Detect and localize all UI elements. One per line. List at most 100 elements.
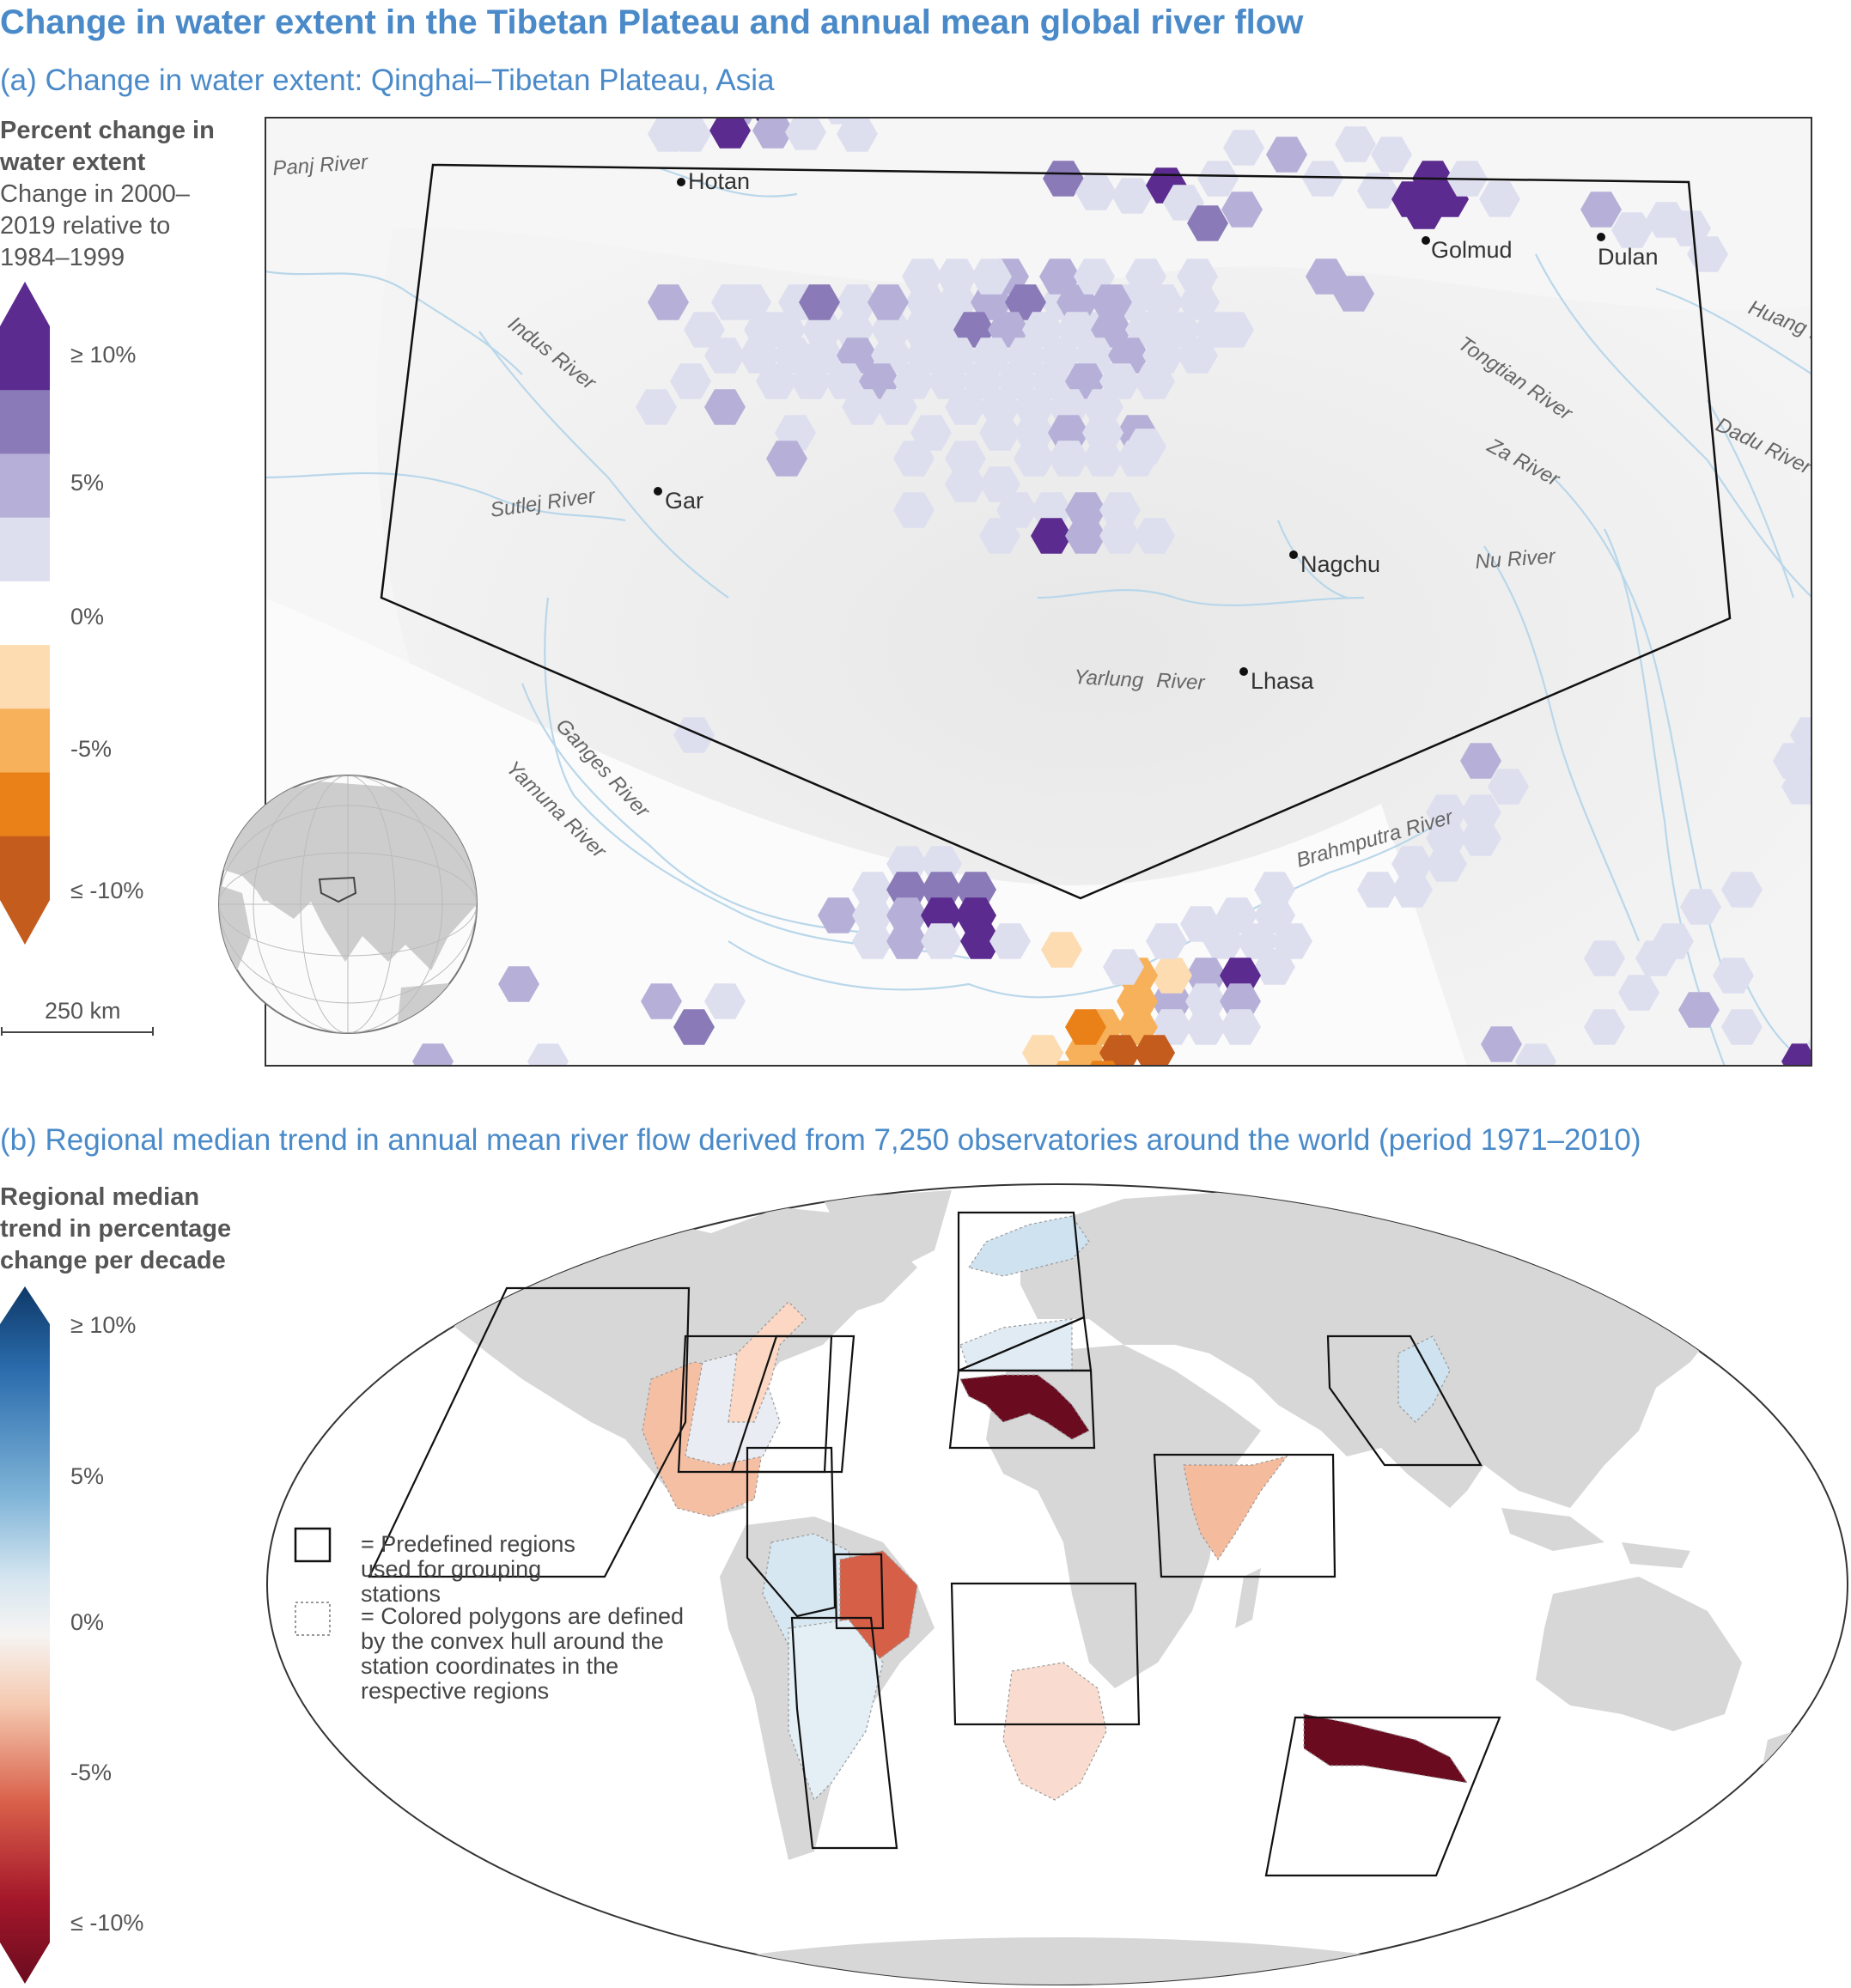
region-box-eastern-north-america xyxy=(730,1334,855,1474)
hexagon-cell xyxy=(936,258,977,295)
hexagon-cell xyxy=(1618,975,1659,1011)
hexagon-cell xyxy=(1357,872,1398,908)
key-solid-label: = Predefined regions used for grouping s… xyxy=(361,1531,575,1607)
hexagon-cell xyxy=(1005,284,1046,320)
hexagon-cell xyxy=(790,363,831,399)
hexagon-cell xyxy=(1177,337,1218,374)
hexagon-cell xyxy=(1611,212,1653,248)
hexagon-cell xyxy=(1099,1035,1141,1067)
city-dot-gar xyxy=(654,487,662,495)
hexagon-cell xyxy=(1065,1009,1106,1045)
hexagon-cell xyxy=(1371,137,1412,173)
hexagon-cell xyxy=(1653,923,1694,959)
hexagon-cell xyxy=(1713,958,1754,994)
hexagon-cell xyxy=(1082,441,1123,477)
region-box-southern-africa xyxy=(950,1582,1141,1726)
legend-a-swatch xyxy=(0,645,50,709)
river-label-nu: Nu River xyxy=(1475,544,1557,574)
indonesia xyxy=(1501,1508,1604,1551)
legend-a-title: Percent change in water extent Change in… xyxy=(0,115,241,274)
tibet-map: Hotan Golmud Dulan Gar Nagchu Lhasa Panj… xyxy=(265,117,1812,1067)
hexagon-cell xyxy=(1488,769,1529,805)
hexagon-cell xyxy=(945,466,986,502)
globe-inset xyxy=(218,775,478,1034)
legend-a-swatches xyxy=(0,326,50,901)
main-title: Change in water extent in the Tibetan Pl… xyxy=(0,3,1304,41)
hexagon-cell xyxy=(756,363,797,399)
globe-region-box xyxy=(318,876,357,903)
river-network xyxy=(265,167,1812,1067)
globe-australia xyxy=(397,983,466,1033)
globe-arabia xyxy=(242,867,285,902)
globe-graticule xyxy=(219,775,477,1033)
hexagon-cell xyxy=(1146,923,1187,959)
map-frame xyxy=(265,117,1812,1067)
hexagon-cell xyxy=(902,258,943,295)
hexagon-cell xyxy=(1134,363,1175,399)
hexagon-cell xyxy=(1091,284,1132,320)
hexagon-cell xyxy=(1580,192,1622,228)
hexagon-cell xyxy=(527,1043,569,1067)
city-label-gar: Gar xyxy=(665,488,703,514)
legend-a-swatch xyxy=(0,390,50,454)
australia xyxy=(1536,1577,1742,1731)
hexagon-cell xyxy=(945,389,986,425)
region-box-northwest-south-america xyxy=(746,1446,837,1618)
scale-bar-label: 250 km xyxy=(45,998,121,1024)
legend-a-swatch xyxy=(0,517,50,582)
legend-a-tick: 0% xyxy=(70,604,105,629)
hexagon-cell xyxy=(1197,161,1239,197)
key-dotted-box xyxy=(295,1602,331,1636)
region-box-western-north-america xyxy=(368,1286,691,1578)
panel-b-title: (b) Regional median trend in annual mean… xyxy=(0,1123,1641,1157)
legend-a-swatch xyxy=(0,836,50,901)
legend-b-colorbar xyxy=(0,1286,50,1984)
region-box-northeast-brazil xyxy=(833,1553,885,1630)
hexagon-cell xyxy=(1014,441,1055,477)
hexagon-cell xyxy=(1302,161,1343,197)
world-map xyxy=(266,1183,1848,1985)
hexagon-cell xyxy=(1134,518,1175,554)
hexagon-cell xyxy=(673,717,715,753)
hexagon-cell xyxy=(1460,743,1501,779)
legend-a-swatch xyxy=(0,581,50,646)
hexagon-cell xyxy=(886,923,928,959)
legend-a-swatch xyxy=(0,326,50,391)
legend-a-top-cap xyxy=(0,282,50,326)
hexagon-cell xyxy=(921,923,962,959)
africa xyxy=(986,1345,1261,1688)
legend-a-tick: 5% xyxy=(70,470,105,495)
hexagon-cell xyxy=(1177,258,1218,295)
region-box-southern-south-america xyxy=(790,1616,898,1850)
new-guinea xyxy=(1622,1542,1690,1568)
hexagon-cell xyxy=(1223,130,1264,166)
hexagon-cell xyxy=(752,117,794,149)
legend-b-tick: -5% xyxy=(70,1760,113,1785)
region-box-east-asia xyxy=(1326,1334,1483,1467)
region-polygons xyxy=(368,1211,1501,1877)
greenland xyxy=(823,1190,952,1276)
region-hull-east-asia xyxy=(1397,1335,1451,1423)
legend-a-swatch xyxy=(0,708,50,774)
hexagon-cell xyxy=(1584,1009,1625,1045)
hexagon-cell xyxy=(1357,173,1398,209)
legend-b-tick: 0% xyxy=(70,1609,105,1635)
hexagon-cell xyxy=(868,284,909,320)
hexagon-cell xyxy=(842,389,883,425)
hexagon-cell xyxy=(1333,276,1374,312)
hexagon-cell xyxy=(1479,181,1520,217)
hexagon-cell xyxy=(989,923,1031,959)
hexagon-cell xyxy=(818,897,859,933)
hexagon-cell xyxy=(1117,441,1158,477)
city-label-dulan: Dulan xyxy=(1598,244,1659,270)
study-area-outline xyxy=(380,163,1732,900)
hexagon-cell xyxy=(1221,192,1263,228)
hexagon-cell xyxy=(1220,1009,1261,1045)
water-extent-hexagons xyxy=(412,117,1812,1067)
hexagon-cell xyxy=(1426,846,1467,882)
hexagon-cell xyxy=(1185,1009,1227,1045)
legend-b-tick: ≤ -10% xyxy=(70,1910,144,1936)
hexagon-cell xyxy=(412,1043,454,1067)
legend-a-colorbar xyxy=(0,282,50,945)
hexagon-cell xyxy=(979,415,1020,451)
